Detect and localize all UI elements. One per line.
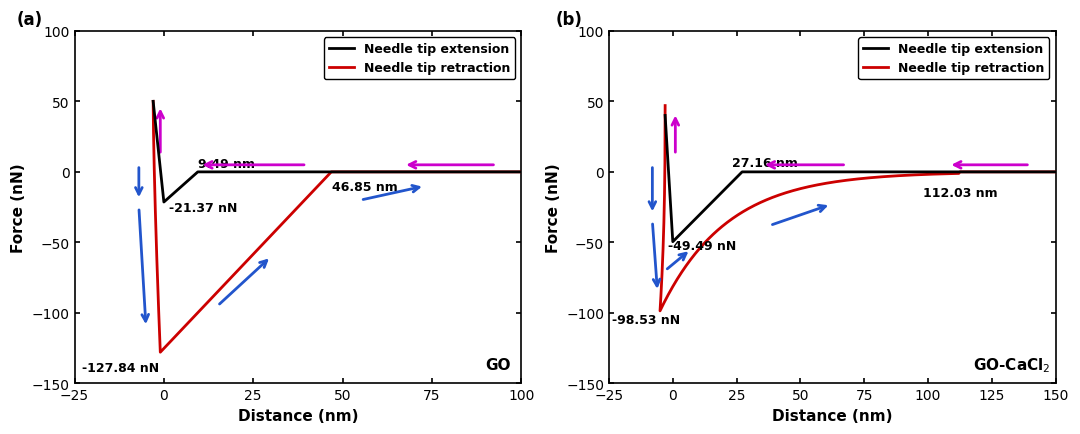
Text: 112.03 nm: 112.03 nm	[923, 187, 998, 199]
Legend: Needle tip extension, Needle tip retraction: Needle tip extension, Needle tip retract…	[324, 38, 515, 80]
Text: 27.16 nm: 27.16 nm	[731, 157, 797, 170]
Text: 9.49 nm: 9.49 nm	[198, 158, 255, 171]
Text: -98.53 nN: -98.53 nN	[611, 313, 679, 326]
Text: GO-CaCl$_2$: GO-CaCl$_2$	[973, 355, 1051, 374]
Text: -127.84 nN: -127.84 nN	[82, 361, 159, 374]
Text: (b): (b)	[555, 11, 582, 29]
Text: -49.49 nN: -49.49 nN	[667, 240, 735, 253]
Y-axis label: Force (nN): Force (nN)	[11, 163, 26, 253]
Text: 46.85 nm: 46.85 nm	[332, 181, 397, 194]
X-axis label: Distance (nm): Distance (nm)	[238, 408, 359, 423]
Legend: Needle tip extension, Needle tip retraction: Needle tip extension, Needle tip retract…	[859, 38, 1050, 80]
Text: -21.37 nN: -21.37 nN	[170, 202, 238, 215]
Text: (a): (a)	[16, 11, 42, 29]
Text: GO: GO	[485, 358, 511, 372]
Y-axis label: Force (nN): Force (nN)	[545, 163, 561, 253]
X-axis label: Distance (nm): Distance (nm)	[772, 408, 892, 423]
